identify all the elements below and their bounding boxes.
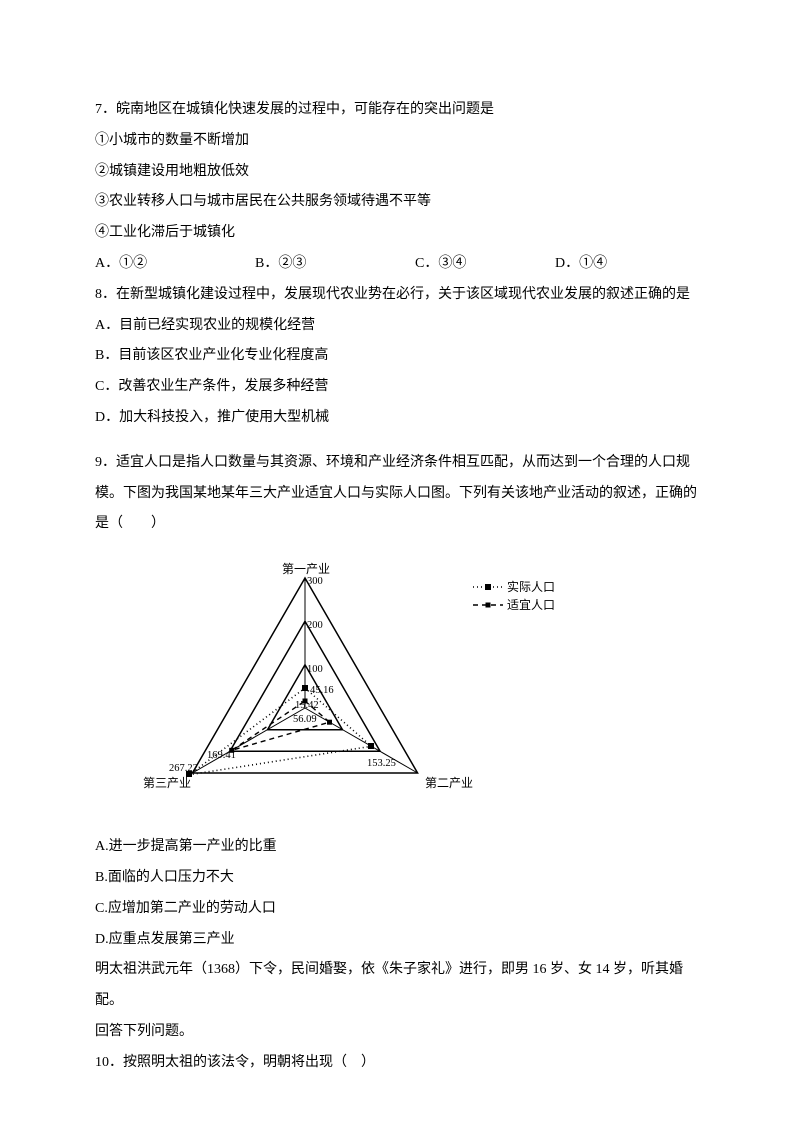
pt-56: 56.09 (293, 708, 317, 731)
q7-opt-c: C．③④ (415, 249, 555, 280)
q10-stem: 10．按照明太祖的该法令，明朝将出现（ ） (95, 1048, 710, 1079)
q9-stem2: 模。下图为我国某地某年三大产业适宜人口与实际人口图。下列有关该地产业活动的叙述，… (95, 479, 710, 510)
q9-opt-c: C.应增加第二产业的劳动人口 (95, 894, 710, 925)
page: 7．皖南地区在城镇化快速发展的过程中，可能存在的突出问题是 ①小城市的数量不断增… (0, 0, 800, 1139)
legend-suitable-text: 适宜人口 (507, 592, 555, 618)
q8-opt-d: D．加大科技投入，推广使用大型机械 (95, 403, 710, 434)
pt-169: 169.41 (207, 744, 236, 767)
spacer (95, 434, 710, 448)
q8-opt-a: A．目前已经实现农业的规模化经营 (95, 311, 710, 342)
tick-200: 200 (307, 614, 323, 637)
passage2-2: 回答下列问题。 (95, 1017, 710, 1048)
pt-153: 153.25 (367, 752, 396, 775)
q9-opt-b: B.面临的人口压力不大 (95, 863, 710, 894)
q7-s2: ②城镇建设用地粗放低效 (95, 157, 710, 188)
radar-chart: 第一产业 第二产业 第三产业 100 200 300 45.16 15.42 5… (135, 548, 555, 828)
q9-opt-d: D.应重点发展第三产业 (95, 925, 710, 956)
axis-1-label: 第一产业 (282, 556, 330, 582)
tick-300: 300 (307, 570, 323, 593)
axis-2-label: 第二产业 (425, 770, 473, 796)
q7-options: A．①② B．②③ C．③④ D．①④ (95, 249, 710, 280)
q7-stem: 7．皖南地区在城镇化快速发展的过程中，可能存在的突出问题是 (95, 95, 710, 126)
q8-stem: 8．在新型城镇化建设过程中，发展现代农业势在必行，关于该区域现代农业发展的叙述正… (95, 280, 710, 311)
q7-s3: ③农业转移人口与城市居民在公共服务领域待遇不平等 (95, 187, 710, 218)
q9-stem1: 9．适宜人口是指人口数量与其资源、环境和产业经济条件相互匹配，从而达到一个合理的… (95, 448, 710, 479)
tick-100: 100 (307, 658, 323, 681)
q8-opt-c: C．改善农业生产条件，发展多种经营 (95, 372, 710, 403)
q9-stem3: 是（ ） (95, 509, 710, 540)
q7-opt-a: A．①② (95, 249, 255, 280)
q7-s4: ④工业化滞后于城镇化 (95, 218, 710, 249)
passage2-1: 明太祖洪武元年（1368）下令，民间婚娶，依《朱子家礼》进行，即男 16 岁、女… (95, 955, 710, 1017)
q7-s1: ①小城市的数量不断增加 (95, 126, 710, 157)
pt-267: 267.22 (169, 757, 198, 780)
chart-legend: 实际人口 适宜人口 (473, 578, 555, 614)
q9-opt-a: A.进一步提高第一产业的比重 (95, 832, 710, 863)
q7-opt-d: D．①④ (555, 249, 695, 280)
legend-suitable-swatch (473, 601, 503, 609)
legend-actual-swatch (473, 583, 503, 591)
q8-opt-b: B．目前该区农业产业化专业化程度高 (95, 341, 710, 372)
legend-suitable: 适宜人口 (473, 596, 555, 614)
q7-opt-b: B．②③ (255, 249, 415, 280)
